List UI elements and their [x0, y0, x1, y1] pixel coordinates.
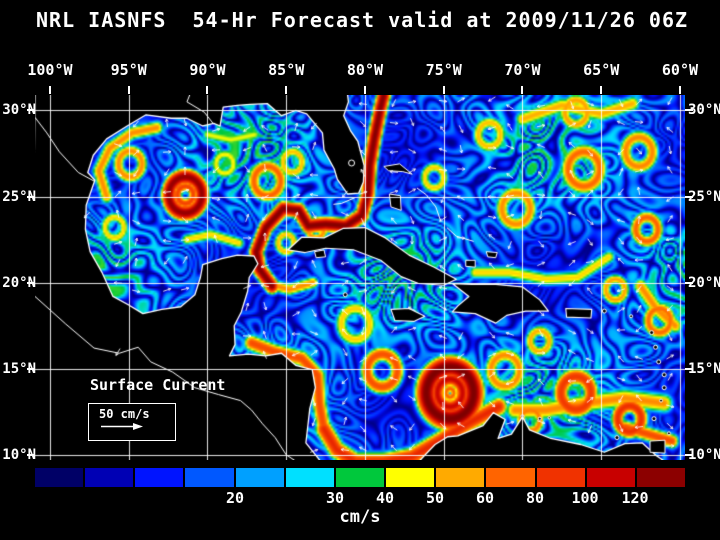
colorbar-segment: [235, 468, 284, 487]
lon-axis-tick: [127, 86, 130, 94]
lon-axis-label: 65°W: [583, 61, 620, 79]
lat-axis-label-left: 30°N: [2, 102, 36, 119]
colorbar-segment: [386, 468, 435, 487]
colorbar-segment: [135, 468, 184, 487]
lon-axis-label: 80°W: [346, 61, 384, 79]
lat-axis-label-left: 25°N: [2, 188, 36, 205]
colorbar-unit-label: cm/s: [339, 507, 381, 527]
lat-axis-tick-left: [27, 453, 35, 456]
scale-value-label: 50 cm/s: [99, 407, 150, 421]
lon-axis-tick: [678, 86, 681, 94]
colorbar-tick-label: 40: [375, 489, 395, 507]
lat-axis-tick-left: [27, 195, 35, 198]
lat-axis-label-right: 15°N: [688, 360, 720, 377]
colorbar-segment: [436, 468, 485, 487]
colorbar-tick-label: 50: [425, 489, 445, 507]
lon-axis-tick: [48, 86, 51, 94]
lat-axis-label-left: 15°N: [2, 360, 36, 377]
colorbar-tick-label: 60: [475, 489, 495, 507]
lon-axis-label: 100°W: [27, 61, 73, 79]
lon-axis-label: 95°W: [110, 61, 147, 79]
colorbar-segment: [185, 468, 234, 487]
lon-axis-label: 85°W: [268, 61, 305, 79]
lon-axis-label: 75°W: [425, 61, 462, 79]
lat-axis-tick-right: [685, 195, 693, 198]
surface-current-speed-map: [35, 95, 685, 460]
colorbar-segment: [85, 468, 134, 487]
colorbar-segment: [636, 468, 686, 487]
lon-axis-tick: [206, 86, 209, 94]
lon-axis-label: 90°W: [189, 61, 226, 79]
lon-axis-label: 70°W: [504, 61, 541, 79]
lon-axis-tick: [442, 86, 445, 94]
colorbar-segment: [536, 468, 585, 487]
lon-axis-tick: [521, 86, 524, 94]
lat-axis-label-right: 30°N: [688, 102, 720, 119]
lat-axis-label-right: 20°N: [688, 274, 720, 291]
lat-axis-tick-right: [685, 281, 693, 284]
colorbar-tick-label: 80: [525, 489, 545, 507]
lat-axis-tick-left: [27, 281, 35, 284]
lat-axis-label-left: 20°N: [2, 274, 36, 291]
colorbar-segment: [486, 468, 535, 487]
colorbar: [35, 468, 686, 487]
lat-axis-tick-right: [685, 367, 693, 370]
figure-title: NRL IASNFS 54-Hr Forecast valid at 2009/…: [36, 8, 689, 32]
colorbar-tick-label: 30: [325, 489, 345, 507]
colorbar-tick-label: 20: [225, 489, 245, 507]
colorbar-tick-label: 120: [621, 489, 649, 507]
colorbar-segment: [285, 468, 334, 487]
colorbar-segment: [586, 468, 635, 487]
lat-axis-tick-right: [685, 109, 693, 112]
scale-arrow-icon: [101, 423, 143, 430]
legend-title: Surface Current: [90, 376, 226, 394]
lon-axis-tick: [600, 86, 603, 94]
colorbar-segment: [335, 468, 385, 487]
colorbar-tick-label: 100: [571, 489, 599, 507]
lon-axis-tick: [285, 86, 288, 94]
lat-axis-tick-right: [685, 453, 693, 456]
colorbar-segment: [35, 468, 84, 487]
current-scale-box: 50 cm/s: [88, 403, 176, 441]
lat-axis-label-right: 10°N: [688, 446, 720, 463]
lon-axis-tick: [363, 86, 366, 94]
lat-axis-label-left: 10°N: [2, 446, 36, 463]
lat-axis-label-right: 25°N: [688, 188, 720, 205]
lat-axis-tick-left: [27, 367, 35, 370]
lon-axis-label: 60°W: [661, 61, 699, 79]
lat-axis-tick-left: [27, 109, 35, 112]
